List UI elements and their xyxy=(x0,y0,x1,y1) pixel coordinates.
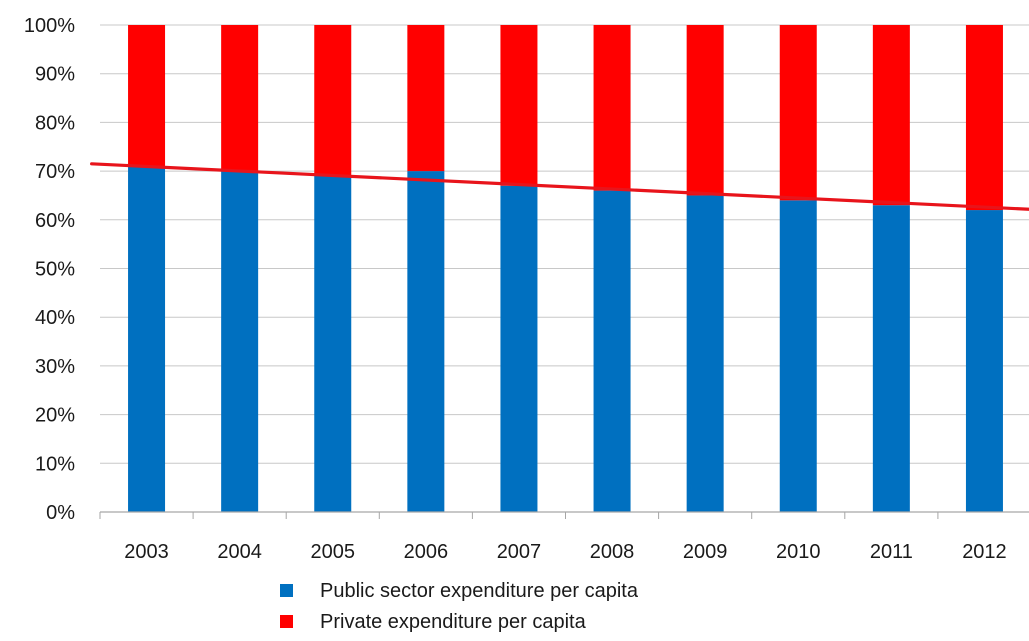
x-tick-label: 2007 xyxy=(497,541,542,563)
x-tick-label: 2003 xyxy=(124,541,169,563)
bar-public-2003 xyxy=(128,166,166,513)
y-tick-label: 50% xyxy=(35,259,75,281)
bar-private-2012 xyxy=(965,25,1003,211)
bar-private-2004 xyxy=(221,25,259,172)
x-tick-label: 2009 xyxy=(683,541,728,563)
trend-arrow-line xyxy=(90,162,1029,211)
y-tick-label: 20% xyxy=(35,405,75,427)
x-tick-label: 2005 xyxy=(311,541,356,563)
bars xyxy=(128,25,1003,513)
legend-label-private: Private expenditure per capita xyxy=(320,611,587,633)
bar-public-2005 xyxy=(314,175,352,512)
x-tick-label: 2008 xyxy=(590,541,635,563)
bar-public-2010 xyxy=(779,200,817,512)
bar-public-2006 xyxy=(407,171,445,512)
bar-private-2009 xyxy=(686,25,724,196)
legend-swatch-private xyxy=(280,615,293,628)
y-tick-label: 80% xyxy=(35,112,75,134)
bar-private-2011 xyxy=(872,25,910,206)
bar-private-2007 xyxy=(500,25,538,186)
bar-public-2011 xyxy=(872,205,910,512)
axes: 0% 10% 20% 30% 40% 50% 60% 70% 80% 90% 100% 2003 200… xyxy=(24,15,1029,563)
bar-private-2005 xyxy=(314,25,352,176)
trend-arrow xyxy=(90,162,1029,211)
bar-public-2004 xyxy=(221,171,259,512)
bar-public-2012 xyxy=(965,210,1003,512)
x-tick-label: 2006 xyxy=(404,541,449,563)
x-tick-label: 2010 xyxy=(776,541,821,563)
legend-swatch-public xyxy=(280,584,293,597)
y-tick-label: 60% xyxy=(35,210,75,232)
y-tick-label: 40% xyxy=(35,307,75,329)
y-tick-label: 30% xyxy=(35,356,75,378)
bar-public-2008 xyxy=(593,190,631,512)
legend-label-public: Public sector expenditure per capita xyxy=(320,580,639,602)
bar-private-2006 xyxy=(407,25,445,172)
bar-public-2009 xyxy=(686,195,724,512)
bar-private-2003 xyxy=(128,25,166,167)
x-tick-label: 2012 xyxy=(962,541,1007,563)
x-tick-label: 2011 xyxy=(870,541,913,563)
y-tick-label: 90% xyxy=(35,64,75,86)
y-tick-label: 0% xyxy=(46,502,75,524)
bar-private-2010 xyxy=(779,25,817,201)
bar-private-2008 xyxy=(593,25,631,191)
bar-public-2007 xyxy=(500,185,538,512)
y-tick-label: 100% xyxy=(24,15,75,37)
legend: Public sector expenditure per capita Priv… xyxy=(280,580,639,633)
y-tick-label: 10% xyxy=(35,453,75,475)
x-tick-label: 2004 xyxy=(217,541,262,563)
y-tick-label: 70% xyxy=(35,161,75,183)
